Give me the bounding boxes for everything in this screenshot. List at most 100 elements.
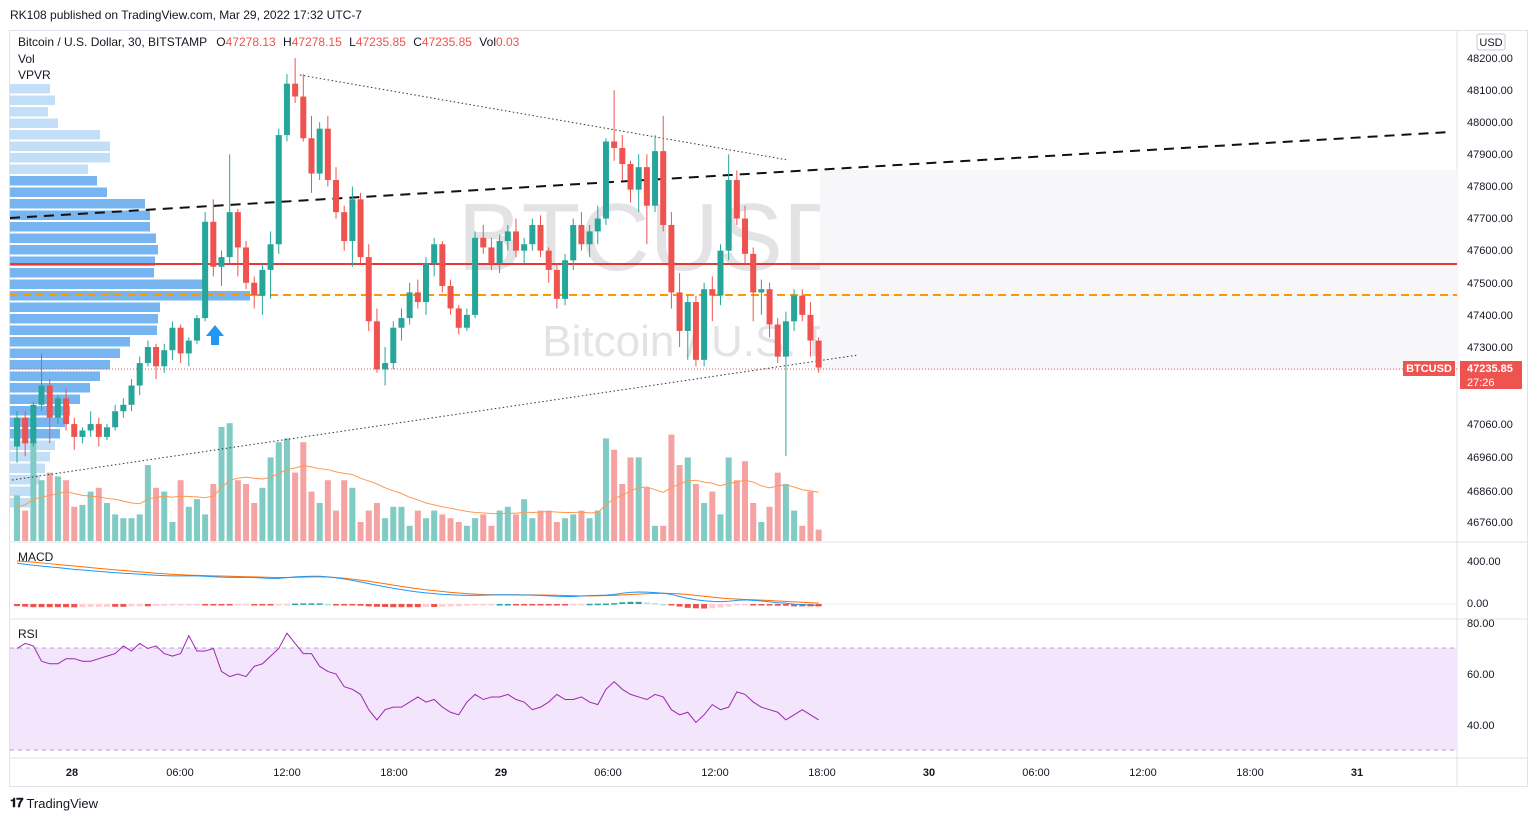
macd-histogram-bar xyxy=(611,603,618,605)
time-axis-label: 06:00 xyxy=(166,767,194,779)
price-axis-label: 48200.00 xyxy=(1467,53,1513,65)
trendlines xyxy=(10,74,1457,481)
macd-histogram-bar xyxy=(112,604,119,607)
volume-bar xyxy=(243,484,250,541)
vpvr-indicator-label[interactable]: VPVR xyxy=(18,68,51,82)
vol-indicator-label[interactable]: Vol xyxy=(18,52,35,66)
macd-histogram-bar xyxy=(210,604,217,606)
candle-body xyxy=(570,224,577,261)
vpvr-bar xyxy=(10,314,158,324)
candle-body xyxy=(54,398,61,418)
vpvr-bar xyxy=(10,417,65,427)
vpvr-bar xyxy=(10,486,35,496)
macd-axis[interactable]: 400.00 0.00 xyxy=(1467,556,1501,610)
volume-bar xyxy=(472,518,479,541)
legend-l-label: L xyxy=(349,35,356,49)
macd-histogram-bar xyxy=(193,604,200,606)
rsi-axis-label: 80.00 xyxy=(1467,618,1495,630)
volume-bar xyxy=(112,514,119,541)
volume-bar xyxy=(95,487,102,541)
rsi-indicator-label[interactable]: RSI xyxy=(18,627,38,641)
macd-histogram-bar xyxy=(652,603,659,605)
candle-body xyxy=(308,138,315,174)
volume-bar xyxy=(431,510,438,541)
volume-bar xyxy=(766,506,773,541)
currency-button[interactable] xyxy=(1476,33,1506,51)
macd-histogram-bar xyxy=(472,604,479,606)
vpvr-bar xyxy=(10,187,107,197)
tradingview-logo-icon: 𝟏𝟕 xyxy=(10,795,24,810)
macd-histogram-bar xyxy=(218,604,225,606)
macd-histogram-bar xyxy=(333,604,340,606)
volume-bar xyxy=(38,480,45,541)
macd-histogram-bar xyxy=(357,604,364,606)
volume-bar xyxy=(570,514,577,541)
macd-histogram-bar xyxy=(292,603,299,606)
upper-trendline xyxy=(299,74,789,161)
candle-body xyxy=(447,285,454,309)
legend-h-label: H xyxy=(283,35,292,49)
macd-histogram-bar xyxy=(63,604,70,608)
time-axis-label: 28 xyxy=(66,767,78,779)
volume-bar xyxy=(545,510,552,541)
macd-histogram-bar xyxy=(431,604,438,608)
price-axis[interactable]: 48200.00 48100.00 48000.00 47900.00 47800.00… xyxy=(1467,53,1513,529)
candle-body xyxy=(791,295,798,322)
candle-body xyxy=(512,231,519,251)
candle-body xyxy=(324,128,331,181)
macd-histogram-bar xyxy=(38,604,45,608)
candle-body xyxy=(169,327,176,351)
macd-histogram-bar xyxy=(300,603,307,605)
volume-bar xyxy=(742,461,749,541)
candle-body xyxy=(439,244,446,286)
volume-bar xyxy=(136,514,143,541)
time-axis-label: 18:00 xyxy=(1236,767,1264,779)
macd-histogram-bar xyxy=(234,604,241,606)
candle-body xyxy=(521,244,528,251)
candle-body xyxy=(586,231,593,245)
candle-body xyxy=(406,292,413,319)
chart-frame xyxy=(9,30,1528,787)
candle-body xyxy=(594,218,601,232)
candle-body xyxy=(701,289,708,360)
macd-histogram-bar xyxy=(791,604,798,607)
volume-bar xyxy=(414,510,421,541)
macd-histogram-bar xyxy=(439,604,446,607)
vpvr-bar xyxy=(10,348,120,358)
candle-body xyxy=(341,212,348,242)
price-axis-label: 46760.00 xyxy=(1467,517,1513,529)
macd-indicator-label[interactable]: MACD xyxy=(18,550,54,564)
vpvr-bar xyxy=(10,245,158,255)
footer-brand: TradingView xyxy=(26,795,99,811)
candle-body xyxy=(251,282,258,296)
candle-body xyxy=(815,340,822,368)
macd-axis-label: 0.00 xyxy=(1467,598,1488,610)
dashed-resistance-line xyxy=(10,131,1451,219)
macd-histogram-bar xyxy=(455,604,462,607)
volume-bar xyxy=(153,487,160,541)
time-axis[interactable]: 28 06:00 12:00 18:00 29 06:00 12:00 18:00 30 06:0… xyxy=(66,767,1363,779)
last-price-tag xyxy=(1460,361,1522,389)
candle-body xyxy=(259,269,266,296)
vpvr-bar xyxy=(10,153,110,163)
vpvr-bar xyxy=(10,475,40,485)
volume-bar xyxy=(300,442,307,541)
macd-histogram-bar xyxy=(283,604,290,606)
macd-histogram-bar xyxy=(545,604,552,606)
macd-histogram-bar xyxy=(161,604,168,606)
volume-bar xyxy=(120,518,127,541)
volume-bar xyxy=(725,457,732,541)
macd-histogram-bar xyxy=(275,604,282,606)
macd-histogram-bar xyxy=(594,603,601,606)
volume-ma-line xyxy=(16,465,819,515)
rsi-line xyxy=(16,632,819,724)
price-axis-label: 47060.00 xyxy=(1467,419,1513,431)
macd-histogram-bar xyxy=(30,604,37,608)
volume-bar xyxy=(226,423,233,541)
candle-body xyxy=(472,237,479,315)
price-axis-label: 47700.00 xyxy=(1467,213,1513,225)
macd-histogram-bar xyxy=(316,603,323,605)
candle-body xyxy=(758,289,765,293)
rsi-axis[interactable]: 80.00 60.00 40.00 xyxy=(1467,618,1495,732)
